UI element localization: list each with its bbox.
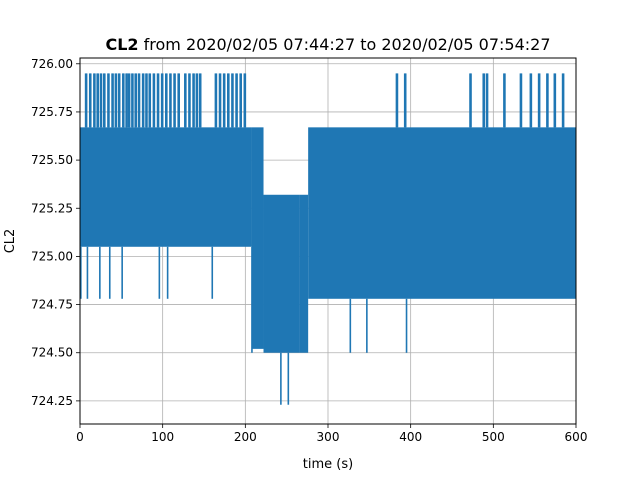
x-tick-label: 200 bbox=[234, 430, 257, 444]
y-tick-label: 725.00 bbox=[31, 249, 73, 263]
y-tick-label: 724.25 bbox=[31, 394, 73, 408]
x-tick-label: 100 bbox=[151, 430, 174, 444]
x-axis-label: time (s) bbox=[303, 457, 353, 472]
x-axis: 0 100 200 300 400 500 600 bbox=[76, 424, 587, 444]
y-tick-label: 726.00 bbox=[31, 57, 73, 71]
y-tick-label: 724.75 bbox=[31, 298, 73, 312]
y-tick-label: 724.50 bbox=[31, 346, 73, 360]
plot-area bbox=[80, 73, 576, 405]
y-axis-label: CL2 bbox=[3, 229, 18, 254]
chart-title-series: CL2 bbox=[105, 35, 138, 54]
x-tick-label: 400 bbox=[399, 430, 422, 444]
signal-band bbox=[80, 127, 252, 247]
x-tick-label: 0 bbox=[76, 430, 84, 444]
signal-band bbox=[263, 194, 300, 353]
x-tick-label: 300 bbox=[317, 430, 340, 444]
y-tick-label: 725.25 bbox=[31, 201, 73, 215]
x-tick-label: 500 bbox=[482, 430, 505, 444]
chart-title: CL2 from 2020/02/05 07:44:27 to 2020/02/… bbox=[105, 35, 550, 54]
signal-band bbox=[299, 194, 309, 353]
y-tick-label: 725.75 bbox=[31, 105, 73, 119]
y-tick-label: 725.50 bbox=[31, 153, 73, 167]
y-axis: 724.25 724.50 724.75 725.00 725.25 725.50 725.… bbox=[31, 57, 80, 408]
x-tick-label: 600 bbox=[565, 430, 588, 444]
chart-title-range: from 2020/02/05 07:44:27 to 2020/02/05 0… bbox=[139, 35, 551, 54]
signal-band bbox=[308, 127, 576, 299]
signal-band bbox=[251, 127, 264, 349]
